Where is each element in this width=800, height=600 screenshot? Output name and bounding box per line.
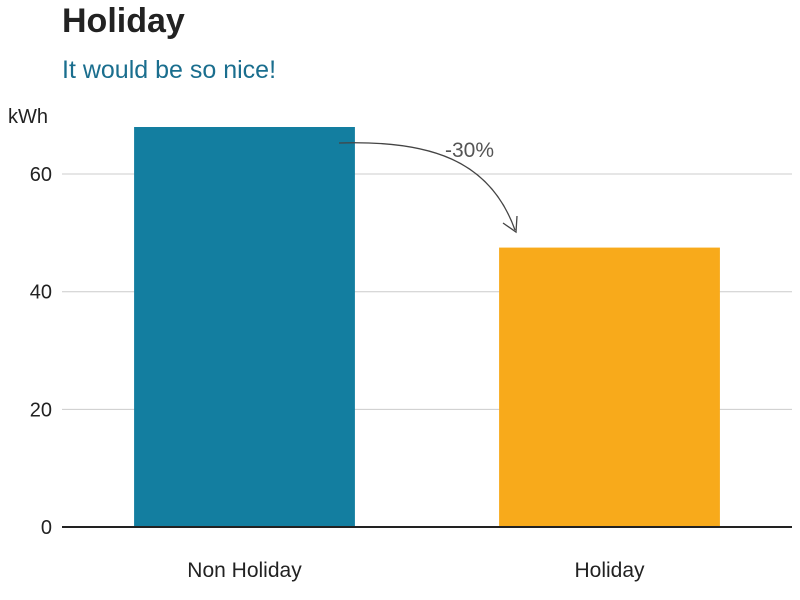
chart-title: Holiday — [62, 2, 185, 40]
y-axis-label: kWh — [8, 106, 48, 128]
bar — [499, 247, 720, 527]
annotation-arrow — [338, 142, 516, 231]
y-tick-label: 40 — [30, 282, 52, 304]
x-tick-label: Holiday — [574, 559, 645, 582]
annotation: -30% — [338, 139, 518, 234]
bars — [134, 127, 720, 527]
y-tick-label: 0 — [41, 517, 52, 539]
axes: 0 20 40 60 Non Holiday Holiday — [30, 164, 792, 582]
x-tick-label: Non Holiday — [187, 559, 302, 582]
bar — [134, 127, 355, 527]
y-tick-label: 20 — [30, 399, 52, 421]
chart-subtitle: It would be so nice! — [62, 56, 277, 84]
annotation-arrowhead — [502, 215, 518, 234]
y-tick-label: 60 — [30, 164, 52, 186]
annotation-label: -30% — [445, 139, 494, 162]
